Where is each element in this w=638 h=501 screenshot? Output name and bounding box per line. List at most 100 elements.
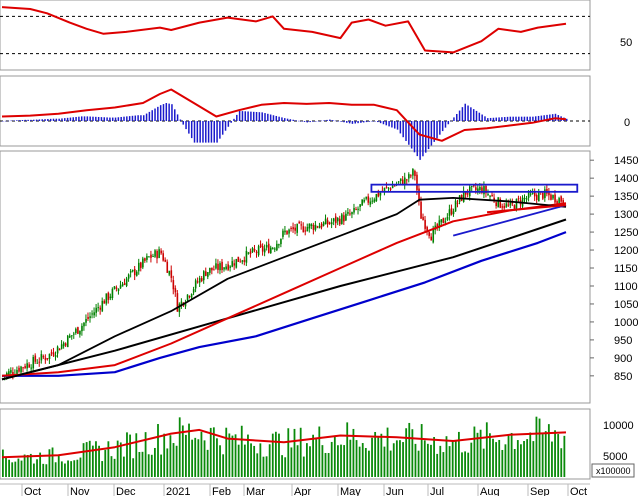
volume-bar <box>296 445 299 477</box>
macd-histogram-bar <box>117 117 120 121</box>
volume-bar <box>147 454 150 477</box>
price-candle-body <box>6 372 8 376</box>
price-candle-body <box>334 216 337 224</box>
price-candle-body <box>495 202 497 207</box>
macd-histogram-bar <box>250 111 252 121</box>
volume-bar <box>464 451 466 477</box>
volume-bar <box>101 461 104 477</box>
price-candle-body <box>239 261 242 263</box>
price-candle-body <box>414 170 416 177</box>
volume-bar <box>420 424 423 477</box>
macd-histogram-bar <box>537 115 540 121</box>
price-candle-body <box>117 288 120 291</box>
macd-histogram-bar <box>433 121 435 142</box>
macd-histogram-bar <box>410 121 413 149</box>
price-candle-body <box>483 186 485 195</box>
support-trendline-red <box>486 204 567 214</box>
volume-bar <box>95 441 97 477</box>
price-candle-body <box>152 256 154 258</box>
price-candle-body <box>174 288 177 293</box>
macd-histogram-bar <box>55 118 58 121</box>
macd-histogram-bar <box>188 121 190 134</box>
macd-histogram-bar <box>371 121 373 122</box>
price-candle-body <box>89 316 91 319</box>
macd-histogram-bar <box>346 121 348 123</box>
volume-bar <box>495 442 498 477</box>
macd-line <box>1 88 567 142</box>
macd-histogram-bar <box>331 120 334 121</box>
macd-histogram-bar <box>143 115 145 121</box>
price-candle-body <box>107 292 110 300</box>
price-candle-body <box>379 192 382 196</box>
price-candle-body <box>552 195 554 199</box>
volume-bar <box>448 446 451 477</box>
price-candle-body <box>345 213 347 221</box>
macd-histogram-bar <box>210 121 213 143</box>
price-candle-body <box>115 287 118 289</box>
price-candle-body <box>556 201 558 204</box>
volume-bar <box>498 439 501 477</box>
macd-histogram-bar <box>340 121 342 122</box>
price-candle-body <box>361 199 363 206</box>
price-candle-body <box>454 200 457 212</box>
macd-histogram-bar <box>227 121 230 127</box>
macd-histogram-bar <box>315 121 317 122</box>
macd-histogram-bar <box>408 121 410 145</box>
macd-histogram-bar <box>278 116 280 121</box>
price-candle-body <box>223 267 225 270</box>
price-candle-body <box>440 219 443 223</box>
macd-histogram-bar <box>284 118 286 121</box>
volume-bar <box>318 426 321 477</box>
macd-histogram-bar <box>18 120 21 121</box>
volume-bar <box>163 433 166 477</box>
volume-bar <box>132 458 135 477</box>
volume-bar <box>11 462 14 477</box>
price-candle-body <box>332 218 335 222</box>
volume-bar <box>54 462 57 477</box>
macd-histogram-bar <box>244 111 247 121</box>
macd-histogram-bar <box>120 116 122 121</box>
price-candle-body <box>64 343 67 346</box>
price-candle-body <box>422 216 424 221</box>
ma-long-black-line <box>1 218 567 381</box>
macd-histogram-bar <box>275 115 278 121</box>
macd-histogram-bar <box>487 118 489 121</box>
price-candle-body <box>304 230 307 232</box>
price-candle-body <box>365 196 368 199</box>
macd-histogram-bar <box>30 119 32 121</box>
price-candle-body <box>8 371 10 375</box>
macd-histogram-bar <box>35 119 38 121</box>
macd-histogram-bar <box>422 121 424 157</box>
price-candle-body <box>125 278 128 286</box>
price-candle-body <box>339 218 341 225</box>
volume-bar <box>554 430 556 477</box>
macd-histogram-bar <box>182 121 184 125</box>
price-candle-body <box>538 192 540 202</box>
volume-bar <box>454 440 457 477</box>
volume-bar <box>268 444 271 477</box>
price-candle-body <box>140 262 142 268</box>
price-candle-body <box>436 224 439 228</box>
volume-bar <box>538 418 541 477</box>
price-candle-body <box>46 358 49 360</box>
macd-histogram-bar <box>174 109 176 121</box>
price-candle-body <box>198 278 201 283</box>
month-label: 2021 <box>166 486 190 496</box>
macd-histogram-bar <box>196 121 199 143</box>
macd-histogram-bar <box>549 114 551 121</box>
macd-histogram-bar <box>498 117 500 121</box>
macd-histogram-bar <box>303 121 306 122</box>
volume-unit-box <box>591 463 635 478</box>
volume-bar <box>364 447 367 477</box>
volume-bar <box>144 432 147 477</box>
volume-bar <box>271 433 274 477</box>
macd-histogram-bar <box>444 121 447 128</box>
price-candle-body <box>56 346 59 354</box>
price-candle-body <box>251 248 254 253</box>
volume-bar <box>172 443 175 477</box>
macd-histogram-bar <box>506 116 509 121</box>
macd-histogram-bar <box>484 116 486 121</box>
macd-histogram-bar <box>492 117 495 121</box>
price-candle-body <box>229 266 232 268</box>
macd-histogram-bar <box>402 121 404 138</box>
